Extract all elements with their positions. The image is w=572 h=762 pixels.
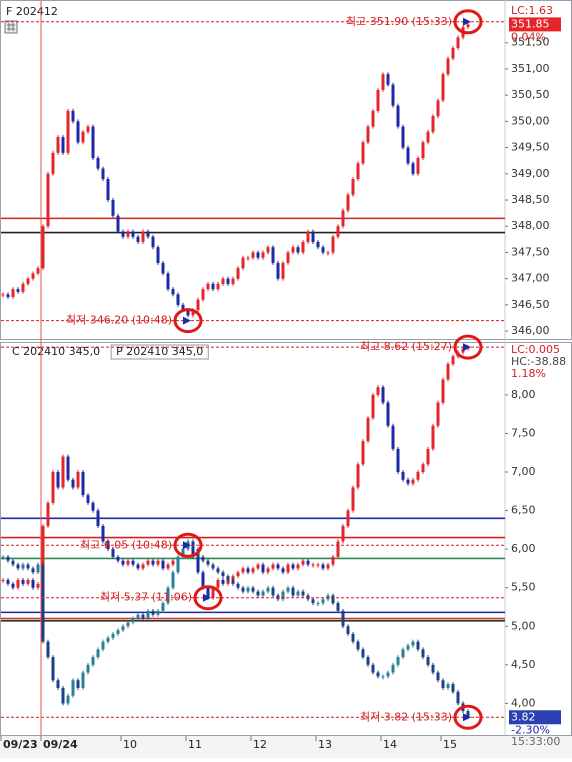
y-tick-label: 351,00 [511,62,550,75]
extreme-circle [453,704,483,730]
info-label: HC:-38.88 [511,355,566,368]
extreme-circle [453,9,483,35]
price-tag-label: 351.85 [511,17,550,30]
legend-box [110,344,209,360]
extreme-arrow [463,17,471,26]
y-tick-label: 4,50 [511,658,536,671]
change-label: 1.18% [511,367,546,380]
extreme-circle [453,334,483,360]
y-tick-label: 346,50 [511,298,550,311]
x-axis-band [0,736,572,758]
price-tag [509,17,561,32]
legend-entry: C 202410 345,0 [12,345,100,358]
panel-title: F 202412 [6,5,58,18]
cursor-time: 15:33:00 [511,735,560,748]
x-tick-label: 13 [318,738,332,751]
change-label: 0.04% [511,30,546,43]
extreme-arrow [463,713,471,722]
y-tick-label: 347,00 [511,272,550,285]
grid-icon-lines [7,23,15,31]
annotation: 최저 3.82 (15:33) [360,710,452,723]
y-tick-label: 351,50 [511,36,550,49]
extreme-arrow [183,541,191,550]
annotation: 최고 6.05 (10:48) [80,538,172,551]
info-label: LC:0.005 [511,343,560,356]
extreme-circle [193,585,223,611]
extreme-circle [173,532,203,558]
y-tick-label: 350,00 [511,114,550,127]
x-tick-label: 15 [443,738,457,751]
extreme-arrow [203,593,211,602]
x-tick-label: 11 [188,738,202,751]
annotation: 최저 5.37 (11:06) [100,591,192,604]
extreme-arrow [183,316,191,325]
price-tag-label: 3.82 [511,710,536,723]
y-tick-label: 348,50 [511,193,550,206]
legend-entry: P 202410 345,0 [116,345,203,358]
annotation: 최고 8.62 (15:27) [360,340,452,353]
y-tick-label: 5,00 [511,619,536,632]
y-tick-label: 346,00 [511,324,550,337]
y-tick-label: 350,50 [511,88,550,101]
y-tick-label: 6,50 [511,504,536,517]
extreme-circle [173,308,203,334]
extreme-arrow [463,343,471,352]
y-tick-label: 4,00 [511,696,536,709]
y-tick-label: 8,00 [511,388,536,401]
x-tick-label: 09/23 [3,738,38,751]
y-tick-label: 7,50 [511,426,536,439]
x-tick-label: 09/24 [43,738,78,751]
info-label: LC:1.63 [511,4,553,17]
x-tick-label: 10 [123,738,137,751]
price-tag [509,710,561,725]
annotation: 최저 346.20 (10:48) [66,314,172,327]
change-label: -2.30% [511,723,550,736]
x-tick-label: 14 [383,738,397,751]
grid-icon [4,20,18,34]
annotation: 최고 351.90 (15:33) [346,15,452,28]
y-tick-label: 349,00 [511,167,550,180]
y-tick-label: 7,00 [511,465,536,478]
y-tick-label: 347,50 [511,245,550,258]
y-tick-label: 349,50 [511,141,550,154]
x-tick-label: 12 [253,738,267,751]
y-tick-label: 348,00 [511,219,550,232]
y-tick-label: 5,50 [511,581,536,594]
y-tick-label: 6,00 [511,542,536,555]
